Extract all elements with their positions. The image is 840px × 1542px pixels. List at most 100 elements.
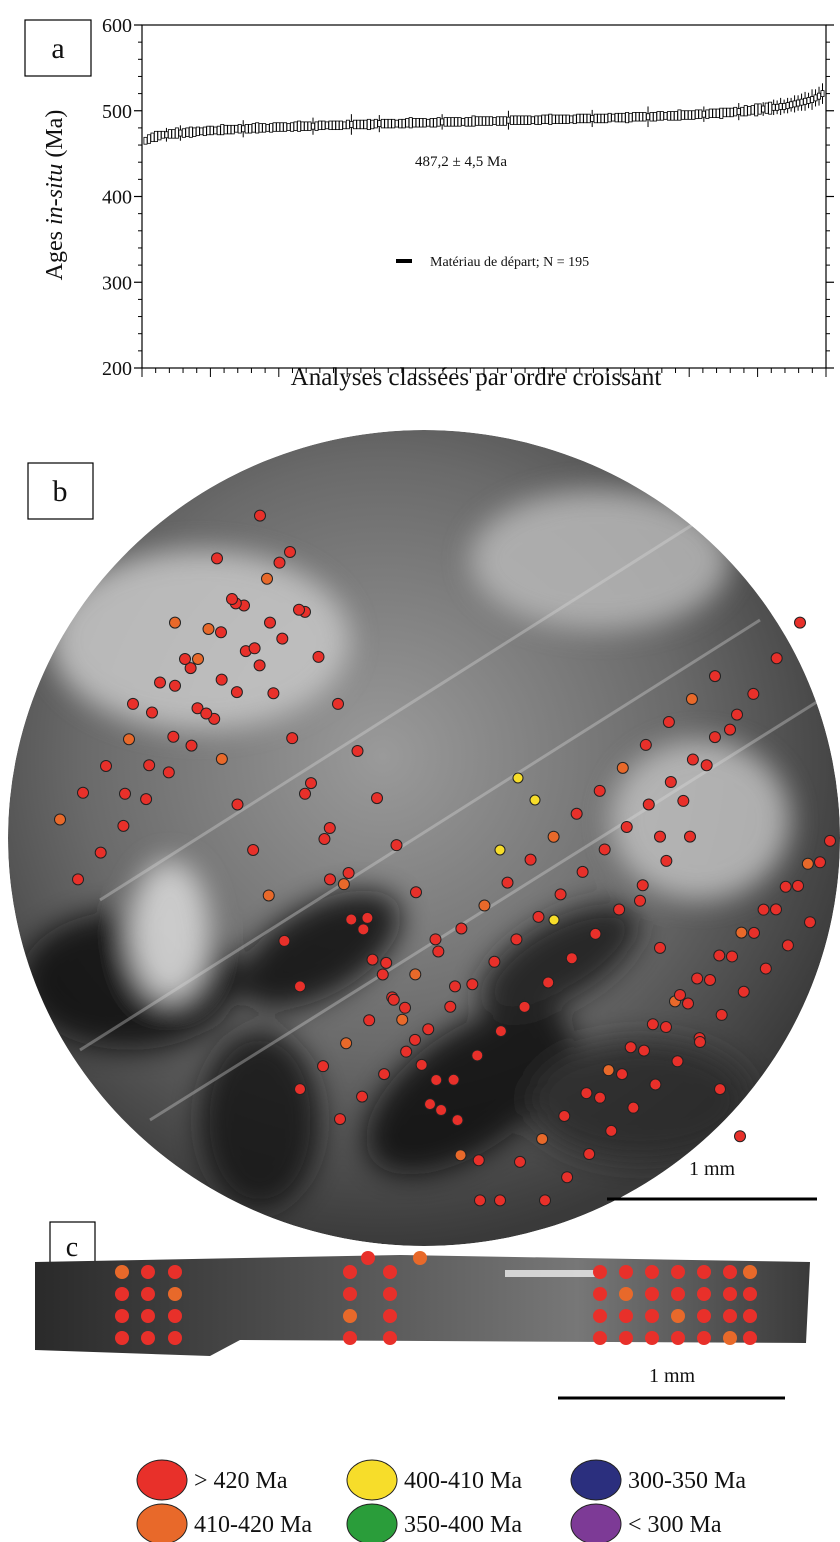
spot <box>743 1265 757 1279</box>
spot <box>422 1023 435 1036</box>
error-box <box>817 92 821 100</box>
spot <box>613 903 626 916</box>
error-box <box>401 118 406 129</box>
error-box <box>429 118 434 128</box>
error-box <box>607 112 612 123</box>
error-box <box>537 115 542 125</box>
error-box <box>806 97 811 104</box>
error-box <box>789 101 794 109</box>
spot <box>343 1309 357 1323</box>
spot <box>432 945 445 958</box>
spot <box>654 941 666 954</box>
spot <box>77 786 89 799</box>
error-box <box>307 121 312 131</box>
spot <box>409 968 422 981</box>
spot <box>743 1287 757 1301</box>
error-box <box>499 116 504 126</box>
error-box <box>167 129 172 139</box>
error-box <box>694 109 699 119</box>
error-box <box>698 109 703 119</box>
spot <box>115 1265 129 1279</box>
error-box <box>244 124 249 134</box>
y-label-part: (Ma) <box>42 110 68 158</box>
spot <box>671 1287 685 1301</box>
error-box <box>391 118 396 129</box>
spot <box>286 732 299 745</box>
spot <box>380 956 393 969</box>
spot <box>146 706 158 719</box>
error-box <box>234 124 239 133</box>
spot <box>539 1194 551 1207</box>
error-box <box>509 115 514 125</box>
error-box <box>785 102 790 110</box>
error-box <box>387 118 392 129</box>
error-box <box>262 123 267 133</box>
error-box <box>436 117 441 127</box>
spot <box>714 1083 726 1096</box>
spot <box>376 968 389 981</box>
spot <box>366 953 379 966</box>
spot <box>529 794 541 806</box>
spot <box>747 687 760 700</box>
error-box <box>516 115 521 125</box>
error-box <box>405 118 410 128</box>
error-box <box>782 103 787 110</box>
error-box <box>796 99 801 107</box>
spot <box>127 697 139 710</box>
error-box <box>569 115 574 124</box>
annotation: 487,2 ± 4,5 Ma <box>415 154 507 170</box>
panel-label-box <box>27 462 94 520</box>
spot <box>387 993 400 1006</box>
error-box <box>684 110 689 120</box>
spot <box>737 985 750 998</box>
spot <box>410 886 422 899</box>
spot <box>660 854 673 867</box>
spot <box>383 1287 397 1301</box>
spot <box>115 1331 129 1345</box>
spot <box>715 1008 728 1021</box>
error-box <box>541 114 546 125</box>
spot <box>593 1309 607 1323</box>
spot <box>723 1265 737 1279</box>
error-box <box>670 111 675 121</box>
error-box <box>359 119 364 130</box>
spot <box>697 1265 711 1279</box>
error-box <box>345 119 350 130</box>
spot <box>697 1287 711 1301</box>
error-box <box>454 117 459 127</box>
error-box <box>771 103 776 111</box>
error-box <box>799 98 804 106</box>
y-tick-label: 400 <box>102 187 132 209</box>
spot <box>254 509 266 522</box>
spot <box>278 934 291 947</box>
scale-bar-label: 1 mm <box>689 1158 736 1180</box>
error-box <box>471 115 476 127</box>
spot <box>413 1251 427 1265</box>
spot <box>743 1331 757 1345</box>
error-box <box>754 103 759 117</box>
spot <box>343 1287 357 1301</box>
spot <box>671 1331 685 1345</box>
error-box <box>820 90 825 97</box>
error-box <box>150 132 155 143</box>
error-box <box>178 129 183 137</box>
spot <box>451 1114 464 1127</box>
legend-label: 400-410 Ma <box>404 1468 522 1494</box>
error-box <box>747 106 752 116</box>
error-box <box>687 110 692 120</box>
spot <box>351 745 364 757</box>
spot <box>709 670 721 683</box>
error-box <box>192 127 197 137</box>
spot-group <box>54 509 836 1207</box>
error-box <box>666 111 671 121</box>
spot <box>593 1331 607 1345</box>
spot <box>141 1287 155 1301</box>
spot <box>547 830 560 843</box>
error-box <box>593 113 598 124</box>
error-box <box>506 116 511 124</box>
spot <box>794 616 806 629</box>
error-box <box>600 113 605 124</box>
spot <box>184 662 197 675</box>
error-box <box>160 130 165 139</box>
spot <box>645 1287 659 1301</box>
